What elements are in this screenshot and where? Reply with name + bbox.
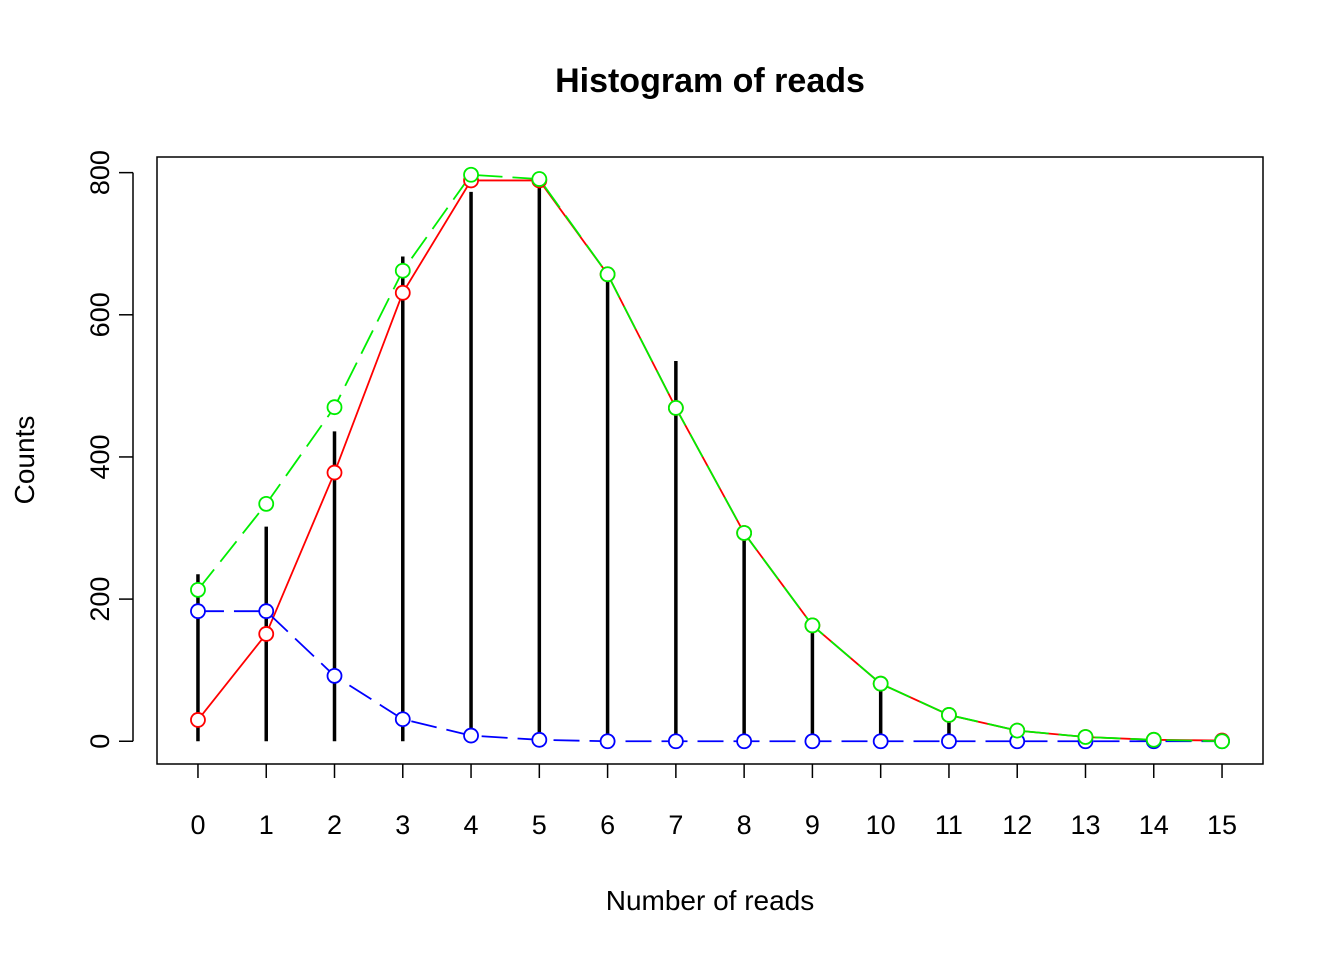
series-point-bg-2 [600, 734, 615, 749]
series-point-bg-3 [737, 525, 752, 540]
series-point-2 [804, 733, 821, 750]
series-point-bg-2 [668, 734, 683, 749]
series-point-bg-3 [532, 172, 547, 187]
series-point-bg-3 [600, 267, 615, 282]
x-tick-label: 14 [1139, 810, 1169, 840]
series-point-2 [667, 733, 684, 750]
x-tick-label: 10 [866, 810, 896, 840]
series-point-1 [326, 464, 343, 481]
series-point-1 [190, 712, 206, 728]
series-point-bg-3 [873, 676, 888, 691]
series-points [190, 166, 1230, 750]
x-tick-label: 6 [600, 810, 615, 840]
series-point-3 [531, 171, 548, 187]
series-point-bg-1 [190, 712, 205, 727]
series-point-bg-3 [395, 263, 410, 278]
x-tick-label: 12 [1002, 810, 1032, 840]
x-tick-label: 2 [327, 810, 342, 840]
series-point-bg-3 [190, 582, 205, 597]
series-point-bg-3 [668, 400, 683, 415]
series-point-2 [190, 603, 206, 620]
series-point-2 [531, 731, 548, 748]
series-point-3 [1009, 722, 1026, 739]
series-point-2 [736, 733, 753, 750]
series-point-bg-3 [941, 707, 956, 722]
series-point-bg-1 [327, 465, 342, 480]
y-tick-label: 0 [85, 734, 115, 749]
series-point-bg-2 [190, 604, 205, 619]
plot-frame [156, 156, 1264, 765]
series-point-3 [736, 525, 753, 541]
x-tick-label: 11 [935, 810, 963, 840]
series-point-bg-2 [395, 712, 410, 727]
series-point-bg-2 [805, 734, 820, 749]
series-point-bg-2 [327, 668, 342, 683]
series-point-bg-3 [464, 167, 479, 182]
series-point-bg-2 [1010, 734, 1025, 749]
chart-title: Histogram of reads [555, 62, 865, 100]
y-tick-label: 800 [85, 150, 115, 195]
series-point-bg-2 [941, 734, 956, 749]
series-point-1 [394, 284, 411, 301]
series-point-1 [258, 626, 275, 642]
series-point-3 [326, 399, 343, 416]
series-point-3 [463, 166, 479, 183]
series-point-bg-2 [532, 732, 547, 747]
series-point-bg-3 [1146, 732, 1161, 747]
series-point-bg-3 [1078, 729, 1093, 744]
series-point-2 [394, 711, 411, 728]
y-axis-label: Counts [9, 416, 40, 505]
x-axis-label: Number of reads [606, 885, 815, 916]
y-tick-label: 600 [85, 292, 115, 337]
x-tick-label: 4 [464, 810, 479, 840]
x-tick-label: 0 [190, 810, 205, 840]
series-point-3 [804, 617, 821, 634]
series-point-bg-2 [259, 604, 274, 619]
series-point-3 [941, 707, 957, 723]
series-point-bg-3 [327, 400, 342, 415]
series-line-3 [197, 173, 1223, 743]
x-axis: 0 1 2 3 4 5 6 7 8 9 10 11 12 13 14 15 [190, 764, 1237, 840]
x-tick-label: 15 [1207, 810, 1237, 840]
series-point-bg-2 [737, 734, 752, 749]
series-point-3 [1145, 731, 1162, 748]
x-tick-label: 7 [668, 810, 683, 840]
series-point-bg-1 [395, 285, 410, 300]
series-point-3 [394, 262, 411, 279]
series-point-2 [872, 733, 889, 750]
series-point-2 [599, 733, 616, 750]
histogram-bars [196, 183, 1224, 742]
series-point-bg-2 [873, 734, 888, 749]
x-tick-label: 5 [532, 810, 547, 840]
series-point-3 [872, 675, 889, 692]
series-point-3 [1077, 729, 1094, 745]
series-point-bg-3 [1010, 723, 1025, 738]
series-point-3 [667, 400, 684, 416]
series-line-2 [197, 610, 1223, 743]
series-point-3 [190, 581, 206, 598]
series-point-bg-3 [1215, 734, 1230, 749]
series-point-2 [941, 733, 957, 750]
series-point-bg-3 [259, 496, 274, 511]
y-tick-label: 400 [85, 434, 115, 479]
series-point-bg-1 [259, 626, 274, 641]
series-point-3 [599, 266, 616, 283]
series-point-2 [258, 603, 275, 620]
series-point-3 [1214, 733, 1230, 750]
series-lines [197, 173, 1223, 743]
series-line-1 [197, 179, 1223, 742]
x-tick-label: 8 [737, 810, 752, 840]
y-axis: 0 200 400 600 800 [85, 150, 134, 749]
series-point-2 [463, 727, 479, 744]
x-tick-label: 13 [1070, 810, 1100, 840]
series-point-3 [258, 495, 275, 512]
series-point-2 [326, 667, 343, 684]
series-point-bg-3 [805, 618, 820, 633]
x-tick-label: 9 [805, 810, 820, 840]
x-tick-label: 3 [395, 810, 410, 840]
series-point-bg-2 [464, 728, 479, 743]
x-tick-label: 1 [259, 810, 274, 840]
y-tick-label: 200 [85, 577, 115, 622]
